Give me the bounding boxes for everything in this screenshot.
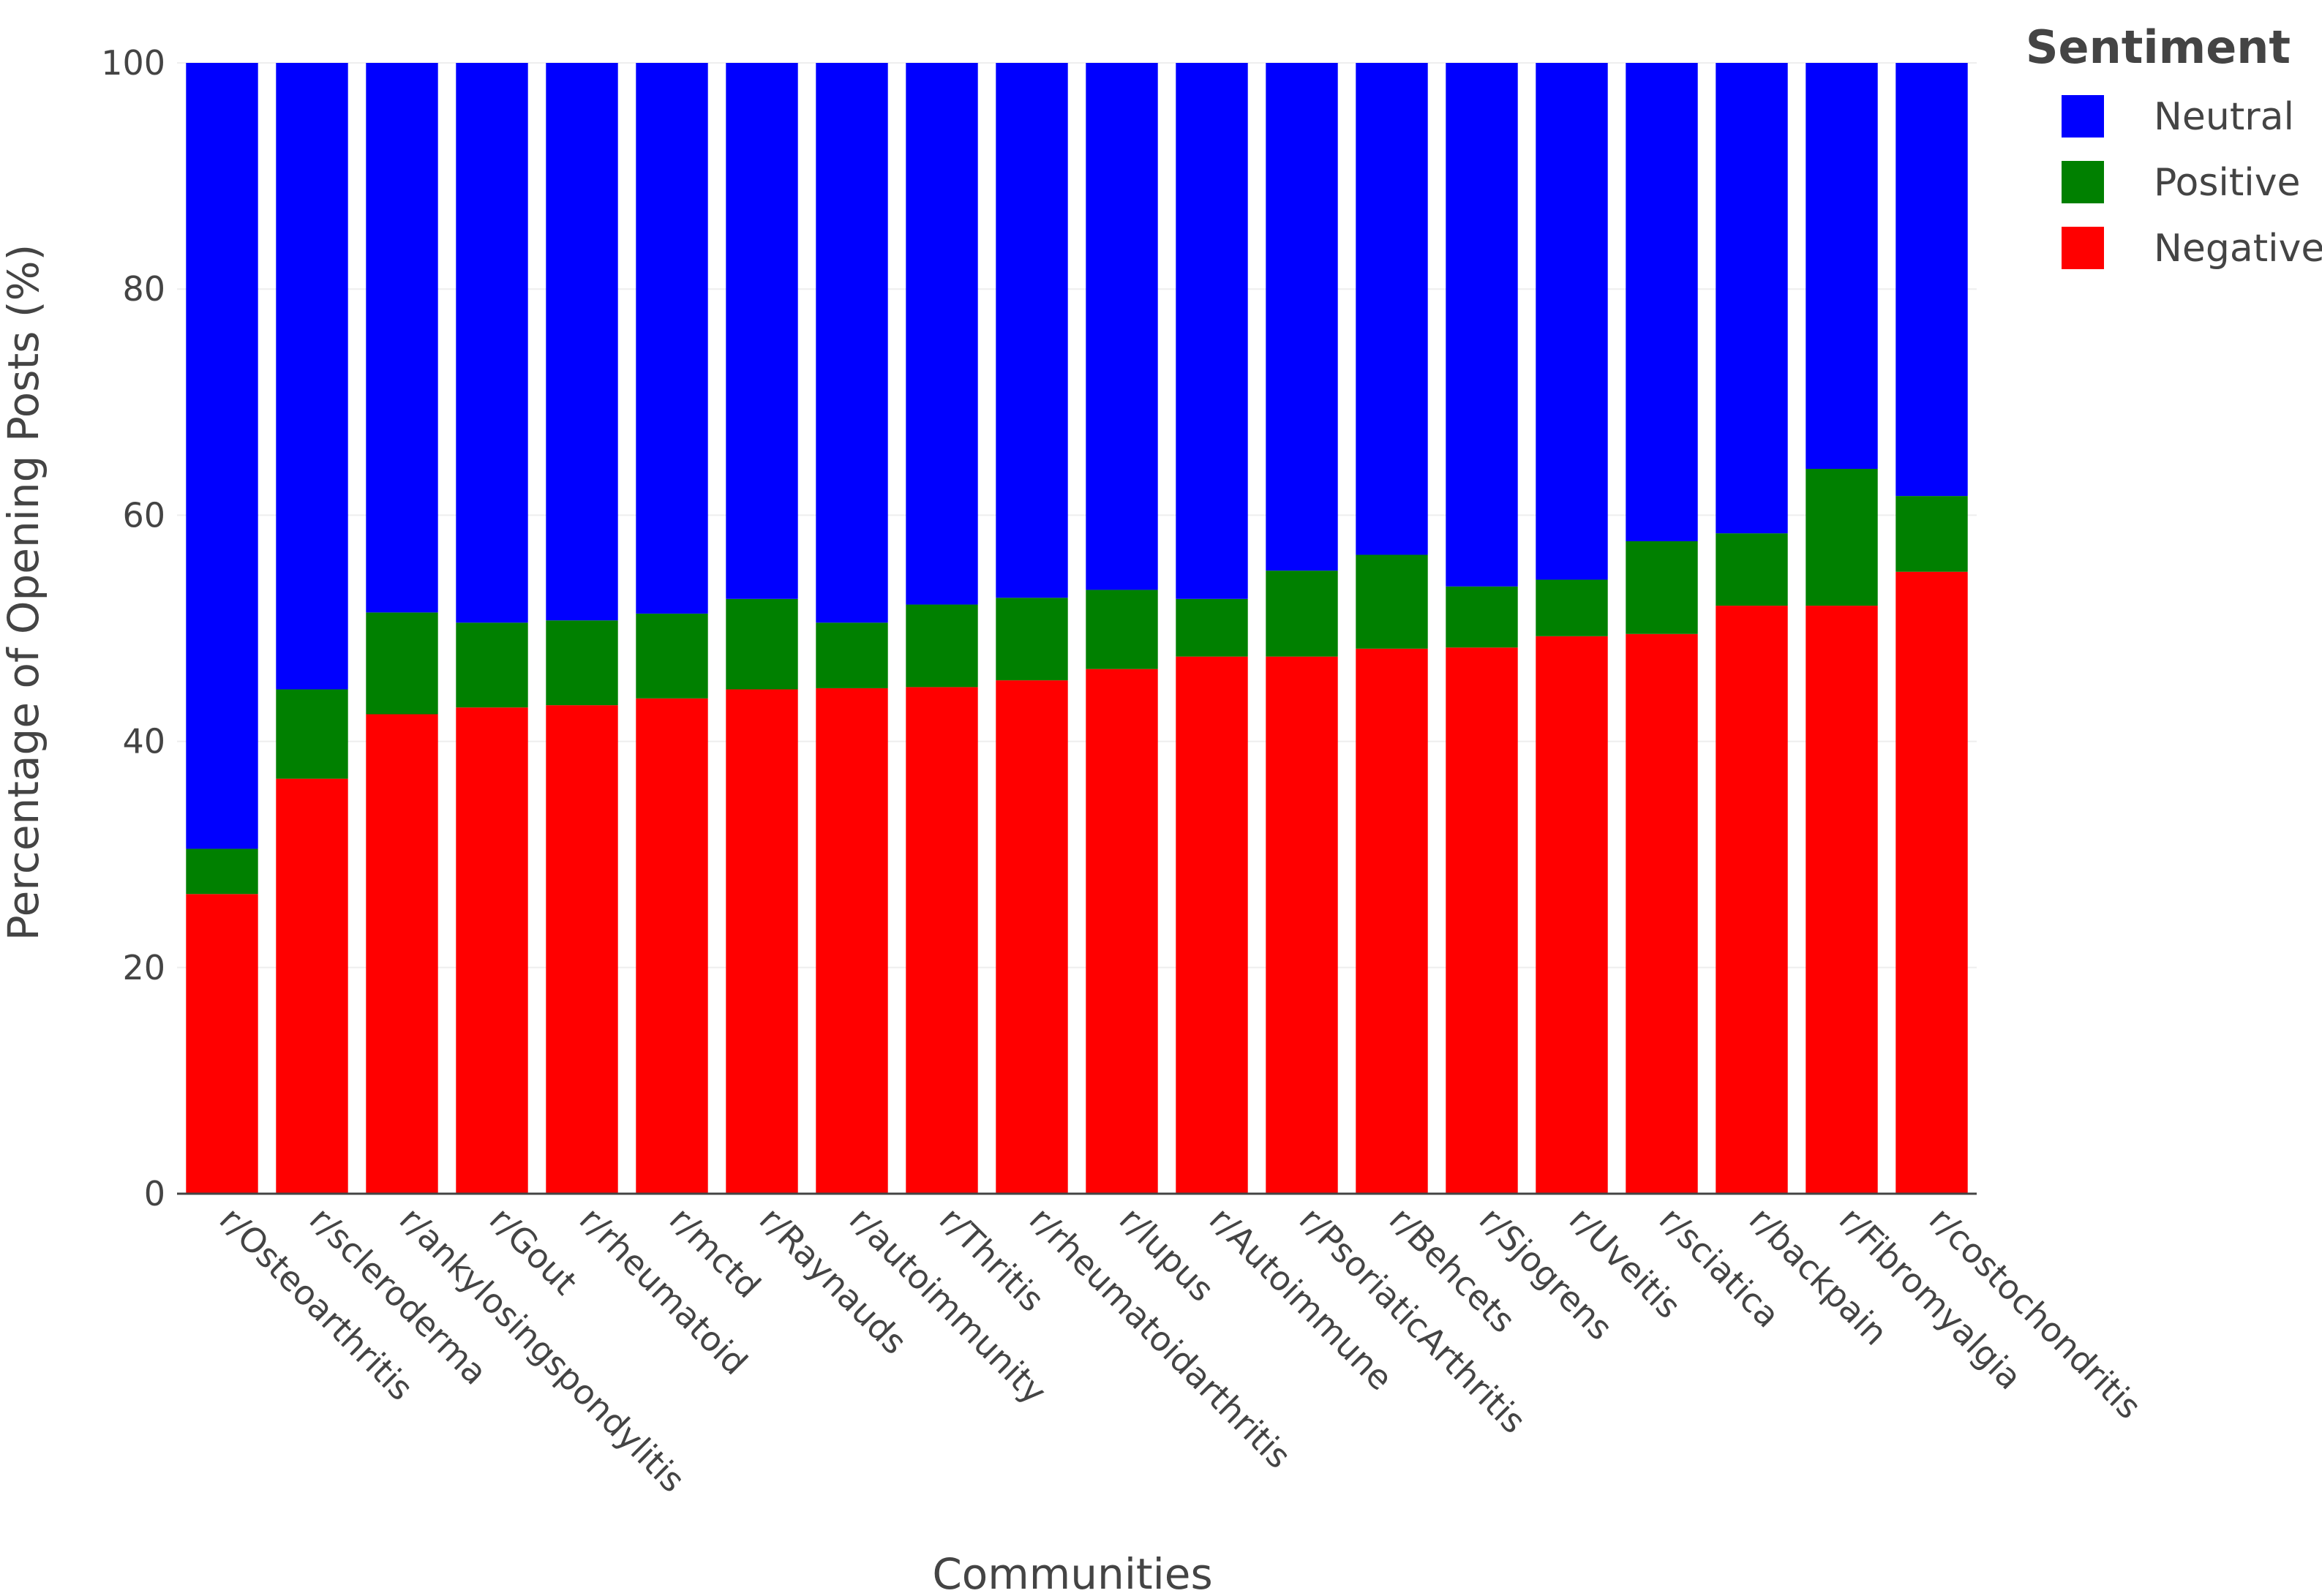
bar-neutral-2 bbox=[366, 63, 438, 613]
bar-neutral-18 bbox=[1806, 63, 1878, 470]
bar-positive-12 bbox=[1266, 571, 1338, 657]
bar-negative-12 bbox=[1266, 656, 1338, 1194]
bars bbox=[186, 63, 1968, 1194]
x-tick-labels: r/Osteoarthritisr/sclerodermar/ankylosin… bbox=[212, 1200, 2149, 1500]
bar-positive-18 bbox=[1806, 469, 1878, 606]
y-axis-title: Percentage of Opening Posts (%) bbox=[0, 244, 48, 941]
bar-negative-17 bbox=[1716, 606, 1788, 1194]
bar-negative-13 bbox=[1356, 648, 1428, 1194]
bar-neutral-14 bbox=[1446, 63, 1518, 587]
bar-positive-4 bbox=[546, 620, 618, 706]
bar-positive-8 bbox=[906, 604, 978, 688]
bar-positive-3 bbox=[456, 622, 528, 708]
bar-neutral-5 bbox=[636, 63, 708, 614]
bar-negative-6 bbox=[726, 689, 798, 1194]
bar-negative-19 bbox=[1895, 571, 1968, 1194]
bar-neutral-10 bbox=[1086, 63, 1158, 590]
bar-neutral-15 bbox=[1536, 63, 1608, 580]
legend-label-neutral: Neutral bbox=[2154, 95, 2294, 139]
legend-title: Sentiment bbox=[2026, 20, 2291, 74]
bar-negative-0 bbox=[186, 894, 258, 1194]
legend-label-positive: Positive bbox=[2154, 161, 2300, 205]
bar-neutral-19 bbox=[1895, 63, 1968, 497]
y-tick-labels: 0 20 40 60 80 100 bbox=[101, 43, 165, 1213]
bar-negative-15 bbox=[1536, 636, 1608, 1194]
bar-positive-7 bbox=[816, 622, 888, 688]
bar-positive-16 bbox=[1626, 541, 1698, 634]
y-tick-label: 80 bbox=[122, 269, 165, 309]
bar-positive-5 bbox=[636, 613, 708, 699]
bar-negative-1 bbox=[276, 778, 348, 1194]
bar-positive-11 bbox=[1176, 598, 1248, 657]
bar-neutral-11 bbox=[1176, 63, 1248, 599]
bar-negative-3 bbox=[456, 707, 528, 1194]
bar-negative-4 bbox=[546, 705, 618, 1194]
bar-neutral-17 bbox=[1716, 63, 1788, 534]
bar-negative-14 bbox=[1446, 647, 1518, 1194]
bar-positive-0 bbox=[186, 848, 258, 895]
bar-positive-6 bbox=[726, 598, 798, 690]
bar-neutral-3 bbox=[456, 63, 528, 623]
bar-positive-15 bbox=[1536, 579, 1608, 636]
legend-swatch-positive bbox=[2062, 161, 2104, 203]
bar-negative-10 bbox=[1086, 669, 1158, 1194]
bar-negative-16 bbox=[1626, 633, 1698, 1194]
bar-neutral-13 bbox=[1356, 63, 1428, 555]
legend-swatch-negative bbox=[2062, 227, 2104, 269]
bar-positive-17 bbox=[1716, 533, 1788, 606]
bar-negative-2 bbox=[366, 714, 438, 1194]
x-axis-title: Communities bbox=[932, 1549, 1212, 1596]
bar-neutral-6 bbox=[726, 63, 798, 599]
y-tick-label: 0 bbox=[144, 1174, 165, 1213]
bar-positive-14 bbox=[1446, 586, 1518, 648]
bar-positive-9 bbox=[996, 598, 1068, 681]
bar-positive-19 bbox=[1895, 496, 1968, 572]
gridlines bbox=[177, 62, 1977, 968]
legend-label-negative: Negative bbox=[2154, 227, 2322, 271]
bar-negative-9 bbox=[996, 680, 1068, 1194]
bar-negative-11 bbox=[1176, 656, 1248, 1194]
bar-positive-13 bbox=[1356, 554, 1428, 649]
bar-neutral-8 bbox=[906, 63, 978, 605]
bar-positive-1 bbox=[276, 689, 348, 779]
bar-neutral-0 bbox=[186, 63, 258, 849]
bar-negative-7 bbox=[816, 688, 888, 1194]
y-tick-label: 60 bbox=[122, 495, 165, 535]
bar-neutral-12 bbox=[1266, 63, 1338, 571]
bar-neutral-7 bbox=[816, 63, 888, 623]
bar-positive-10 bbox=[1086, 590, 1158, 669]
y-tick-label: 40 bbox=[122, 722, 165, 761]
bar-neutral-9 bbox=[996, 63, 1068, 598]
y-tick-label: 20 bbox=[122, 948, 165, 987]
bar-neutral-4 bbox=[546, 63, 618, 621]
bar-neutral-16 bbox=[1626, 63, 1698, 541]
bar-negative-18 bbox=[1806, 606, 1878, 1194]
legend: Sentiment Neutral Positive Negative bbox=[2026, 20, 2322, 271]
bar-negative-8 bbox=[906, 687, 978, 1194]
y-tick-label: 100 bbox=[101, 43, 165, 83]
bar-neutral-1 bbox=[276, 63, 348, 690]
legend-swatch-neutral bbox=[2062, 95, 2104, 138]
bar-negative-5 bbox=[636, 698, 708, 1194]
bar-positive-2 bbox=[366, 612, 438, 715]
